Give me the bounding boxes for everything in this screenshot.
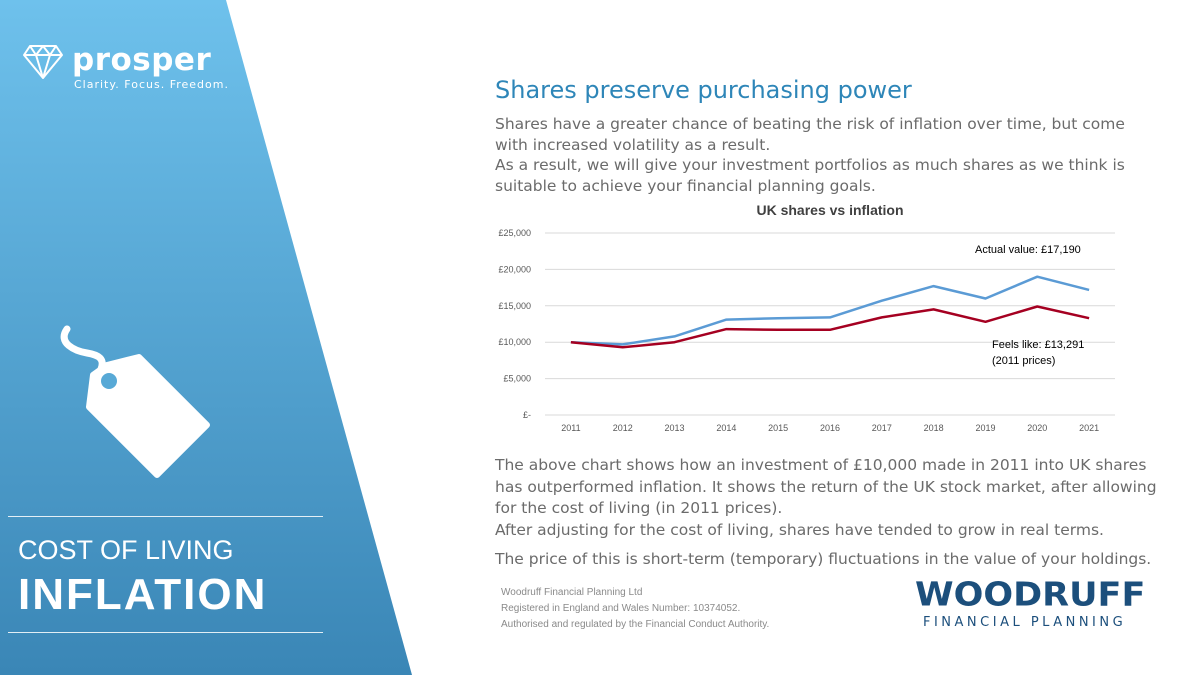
x-tick-label: 2015 bbox=[768, 423, 788, 433]
logo-tagline: Clarity. Focus. Freedom. bbox=[74, 78, 229, 91]
series-line-2 bbox=[570, 305, 1090, 349]
brand-subtitle: FINANCIAL PLANNING bbox=[923, 615, 1127, 630]
y-tick-label: £15,000 bbox=[498, 301, 531, 311]
x-tick-label: 2018 bbox=[924, 423, 944, 433]
chart-svg: UK shares vs inflation £- £5,000 £10,000 £15… bbox=[498, 202, 1115, 433]
explanation-paragraph: After adjusting for the cost of living, … bbox=[495, 520, 1104, 539]
x-tick-label: 2020 bbox=[1027, 423, 1047, 433]
y-tick-label: £- bbox=[523, 410, 531, 420]
intro-text: Shares have a greater chance of beating … bbox=[495, 114, 1135, 196]
annotation-actual-value: Actual value: £17,190 bbox=[975, 244, 1081, 256]
brand-name: WOODRUFF bbox=[915, 576, 1146, 614]
footer-regulation: Authorised and regulated by the Financia… bbox=[501, 619, 770, 630]
y-tick-label: £20,000 bbox=[498, 264, 531, 274]
intro-paragraph: Shares have a greater chance of beating … bbox=[495, 115, 1125, 154]
x-tick-label: 2013 bbox=[665, 423, 685, 433]
annotation-prices-note: (2011 prices) bbox=[992, 355, 1055, 367]
page-heading: Shares preserve purchasing power bbox=[495, 76, 912, 104]
prosper-logo: prosper Clarity. Focus. Freedom. bbox=[22, 40, 228, 91]
sidebar-title-line1: COST OF LIVING bbox=[18, 535, 234, 565]
x-tick-label: 2014 bbox=[716, 423, 736, 433]
chart-title: UK shares vs inflation bbox=[756, 202, 903, 218]
x-tick-label: 2012 bbox=[613, 423, 633, 433]
footer-company: Woodruff Financial Planning Ltd bbox=[501, 587, 643, 598]
x-tick-label: 2017 bbox=[872, 423, 892, 433]
price-tag-icon bbox=[55, 325, 220, 495]
footer-registration: Registered in England and Wales Number: … bbox=[501, 603, 741, 614]
x-tick-label: 2016 bbox=[820, 423, 840, 433]
x-tick-label: 2019 bbox=[975, 423, 995, 433]
sidebar-title-line2: INFLATION bbox=[18, 570, 268, 619]
line-chart: UK shares vs inflation £- £5,000 £10,000 £15… bbox=[488, 195, 1138, 450]
x-tick-label: 2011 bbox=[561, 423, 580, 433]
diamond-icon bbox=[23, 45, 63, 79]
explanation-text: The above chart shows how an investment … bbox=[495, 455, 1175, 571]
x-tick-label: 2021 bbox=[1079, 423, 1099, 433]
divider-bottom bbox=[8, 632, 323, 633]
logo-word: prosper bbox=[72, 42, 212, 78]
series-line-1 bbox=[570, 275, 1090, 346]
intro-paragraph: As a result, we will give your investmen… bbox=[495, 156, 1125, 195]
divider-top bbox=[8, 516, 323, 517]
annotation-feels-like: Feels like: £13,291 bbox=[992, 339, 1084, 351]
y-tick-label: £10,000 bbox=[498, 337, 531, 347]
footer: Woodruff Financial Planning Ltd Register… bbox=[501, 585, 769, 633]
y-tick-label: £5,000 bbox=[503, 374, 531, 384]
y-tick-label: £25,000 bbox=[498, 228, 531, 238]
woodruff-logo: WOODRUFF FINANCIAL PLANNING bbox=[915, 575, 1145, 630]
explanation-paragraph: The above chart shows how an investment … bbox=[495, 456, 1157, 517]
closing-paragraph: The price of this is short-term (tempora… bbox=[495, 550, 1152, 568]
